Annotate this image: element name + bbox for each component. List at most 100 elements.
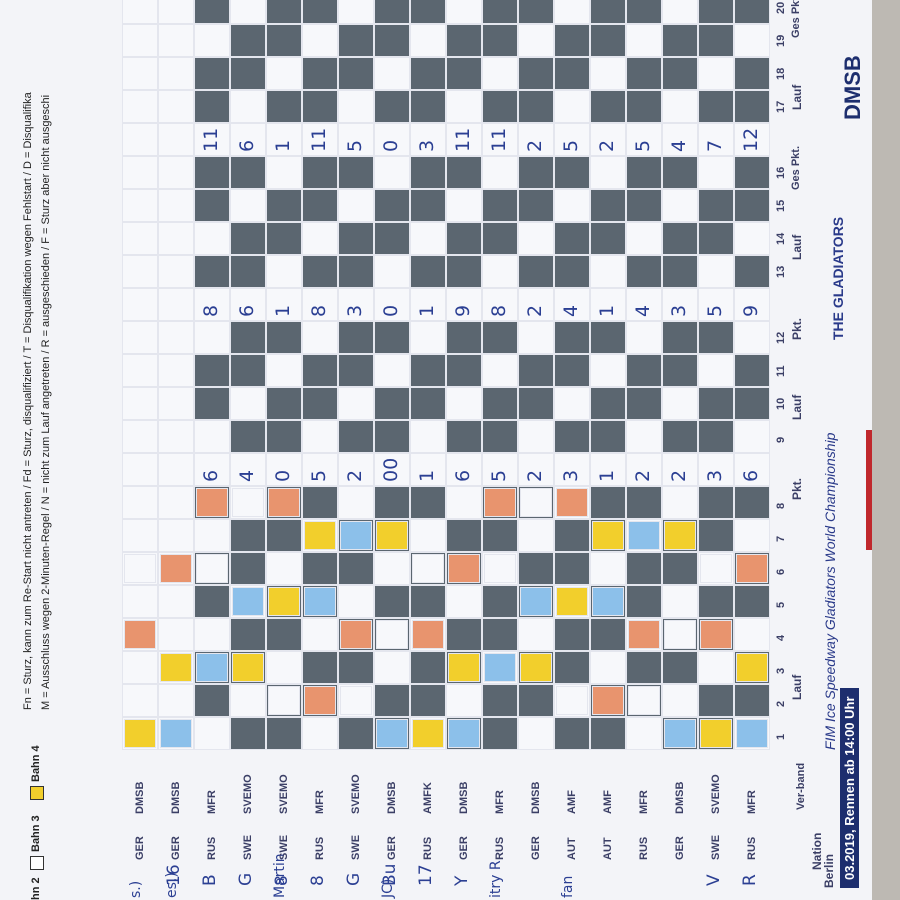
ges-pkt-header: Ges Pkt. bbox=[790, 145, 802, 190]
grid-cell bbox=[482, 585, 518, 618]
grid-cell bbox=[374, 321, 410, 354]
grid-cell bbox=[590, 90, 626, 123]
grid-cell bbox=[158, 618, 194, 651]
rider-nation: SWE bbox=[710, 834, 722, 860]
gate-square bbox=[160, 554, 192, 583]
grid-cell bbox=[698, 255, 734, 288]
grid-cell bbox=[590, 156, 626, 189]
grid-cell bbox=[590, 255, 626, 288]
grid-cell bbox=[374, 585, 410, 618]
rider-nation: RUS bbox=[494, 836, 506, 860]
grid-cell bbox=[626, 321, 662, 354]
legend-yellow-swatch bbox=[30, 786, 44, 800]
gate-square bbox=[520, 587, 552, 616]
points-value: 3 bbox=[344, 304, 366, 317]
grid-cell bbox=[374, 651, 410, 684]
grid-cell bbox=[194, 420, 230, 453]
points-value: 4 bbox=[668, 139, 690, 152]
grid-cell bbox=[266, 222, 302, 255]
grid-cell bbox=[410, 321, 446, 354]
gate-square bbox=[376, 620, 408, 649]
grid-cell bbox=[662, 255, 698, 288]
grid-cell bbox=[194, 618, 230, 651]
grid-cell bbox=[122, 90, 158, 123]
grid-cell bbox=[230, 0, 266, 24]
grid-cell bbox=[374, 420, 410, 453]
rider-verband: DMSB bbox=[458, 781, 470, 814]
grid-cell bbox=[338, 486, 374, 519]
grid-cell bbox=[230, 24, 266, 57]
grid-cell bbox=[482, 387, 518, 420]
grid-cell bbox=[662, 24, 698, 57]
grid-cell bbox=[554, 420, 590, 453]
grid-cell bbox=[410, 0, 446, 24]
grid-cell bbox=[626, 24, 662, 57]
grid-cell bbox=[734, 354, 770, 387]
lauf-header-b: Lauf bbox=[790, 394, 804, 420]
red-stripe bbox=[866, 430, 872, 550]
grid-cell bbox=[662, 321, 698, 354]
grid-cell bbox=[734, 156, 770, 189]
grid-cell bbox=[302, 717, 338, 750]
gate-square bbox=[592, 521, 624, 550]
points-value: 5 bbox=[560, 139, 582, 152]
grid-cell bbox=[410, 57, 446, 90]
legend-bahn3: Bahn 3 bbox=[30, 815, 42, 852]
grid-cell bbox=[158, 0, 194, 24]
grid-cell bbox=[446, 222, 482, 255]
grid-cell bbox=[554, 24, 590, 57]
rider-verband: DMSB bbox=[386, 781, 398, 814]
lauf-number: 7 bbox=[775, 535, 787, 542]
grid-cell bbox=[230, 519, 266, 552]
legend-bahn2: hn 2 bbox=[30, 877, 42, 900]
points-value: 1 bbox=[272, 304, 294, 317]
grid-cell bbox=[518, 24, 554, 57]
grid-cell bbox=[158, 354, 194, 387]
grid-cell bbox=[554, 552, 590, 585]
gate-square bbox=[412, 719, 444, 748]
points-value: 5 bbox=[344, 139, 366, 152]
grid-cell bbox=[590, 0, 626, 24]
rider-verband: AMF bbox=[602, 790, 614, 814]
grid-cell bbox=[734, 57, 770, 90]
grid-cell bbox=[230, 57, 266, 90]
grid-cell bbox=[374, 156, 410, 189]
legend-line-1: M = Ausschluss wegen 2-Minuten-Regel / N… bbox=[40, 94, 52, 710]
points-value: 2 bbox=[524, 304, 546, 317]
grid-cell bbox=[698, 156, 734, 189]
grid-cell bbox=[266, 387, 302, 420]
grid-cell bbox=[662, 189, 698, 222]
lauf-number: 3 bbox=[775, 667, 787, 674]
points-value: 0 bbox=[272, 469, 294, 482]
grid-cell bbox=[194, 387, 230, 420]
grid-cell bbox=[554, 156, 590, 189]
grid-cell bbox=[554, 189, 590, 222]
points-value: 1 bbox=[416, 304, 438, 317]
grid-cell bbox=[338, 354, 374, 387]
grid-cell bbox=[482, 321, 518, 354]
rider-verband: MFR bbox=[746, 790, 758, 814]
grid-cell bbox=[518, 717, 554, 750]
gate-square bbox=[196, 554, 228, 583]
grid-cell bbox=[158, 420, 194, 453]
gate-square bbox=[592, 587, 624, 616]
grid-cell bbox=[554, 354, 590, 387]
grid-cell bbox=[302, 321, 338, 354]
grid-cell bbox=[662, 354, 698, 387]
grid-cell bbox=[410, 585, 446, 618]
grid-cell bbox=[734, 321, 770, 354]
grid-cell bbox=[122, 354, 158, 387]
grid-cell bbox=[302, 618, 338, 651]
grid-cell bbox=[554, 519, 590, 552]
grid-cell bbox=[158, 24, 194, 57]
rider-nation: GER bbox=[674, 836, 686, 860]
grid-cell bbox=[338, 255, 374, 288]
grid-cell bbox=[698, 354, 734, 387]
grid-cell bbox=[374, 57, 410, 90]
grid-cell bbox=[410, 255, 446, 288]
points-value: 00 bbox=[380, 457, 402, 482]
rider-nation: RUS bbox=[638, 836, 650, 860]
grid-cell bbox=[230, 222, 266, 255]
grid-cell bbox=[410, 354, 446, 387]
grid-cell bbox=[482, 222, 518, 255]
